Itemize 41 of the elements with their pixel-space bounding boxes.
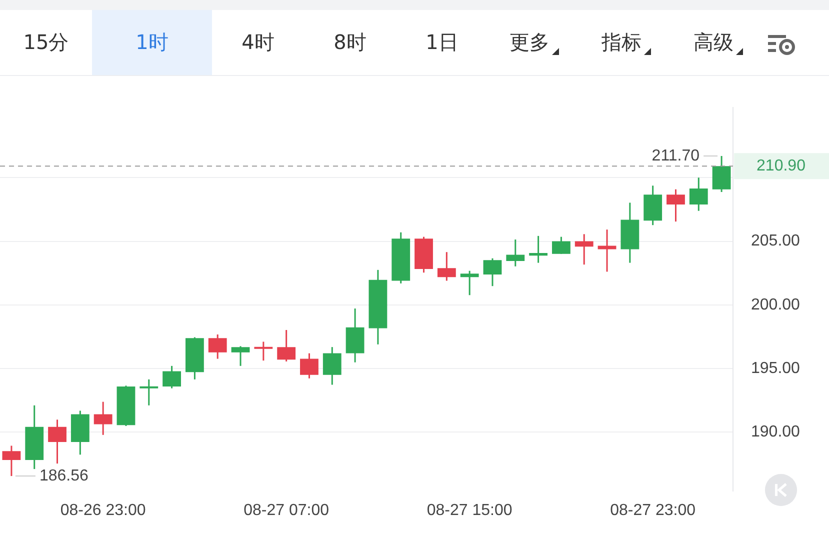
- text: 更多: [510, 29, 550, 56]
- text: 4时: [242, 29, 274, 56]
- candlestick: [712, 155, 731, 193]
- candlestick: [598, 228, 616, 272]
- candlestick: [231, 345, 250, 367]
- candlestick: [574, 233, 594, 266]
- candlestick: [460, 270, 479, 296]
- candlestick: [94, 401, 112, 436]
- candlestick: [666, 188, 685, 222]
- candlestick: [437, 251, 456, 282]
- x-tick-label: 08-27 07:00: [244, 502, 330, 519]
- text: 高级: [694, 29, 734, 56]
- text: 1日: [426, 29, 458, 56]
- candlestick: [140, 378, 158, 406]
- candlestick: [689, 176, 708, 212]
- candlestick: [322, 346, 342, 386]
- candlestick: [277, 329, 296, 362]
- candlestick: [208, 334, 227, 360]
- text: 8时: [334, 29, 366, 56]
- candlestick: [48, 418, 66, 464]
- y-tick-label: 205.00: [751, 232, 800, 250]
- candlestick: [300, 352, 318, 380]
- candlestick: [529, 235, 548, 264]
- text: 15分: [23, 29, 69, 56]
- y-tick-label: 195.00: [751, 360, 800, 377]
- candlestick: [162, 365, 181, 390]
- annotation: 211.70: [652, 147, 700, 164]
- candlestick: [483, 258, 502, 287]
- candlestick: [254, 340, 273, 362]
- ref-line-label: 210.90: [756, 158, 806, 175]
- annotation: 186.56: [39, 467, 88, 484]
- text: 指标: [602, 29, 642, 56]
- candlestick: [552, 236, 570, 255]
- y-tick-label: 200.00: [751, 296, 800, 314]
- x-tick-label: 08-27 23:00: [610, 502, 696, 519]
- x-tick-label: 08-27 15:00: [426, 502, 512, 519]
- candlestick: [506, 238, 525, 268]
- x-tick-label: 08-26 23:00: [60, 502, 146, 519]
- text: 1时: [136, 29, 168, 56]
- y-tick-label: 190.00: [751, 424, 800, 441]
- candlestick: [2, 444, 21, 477]
